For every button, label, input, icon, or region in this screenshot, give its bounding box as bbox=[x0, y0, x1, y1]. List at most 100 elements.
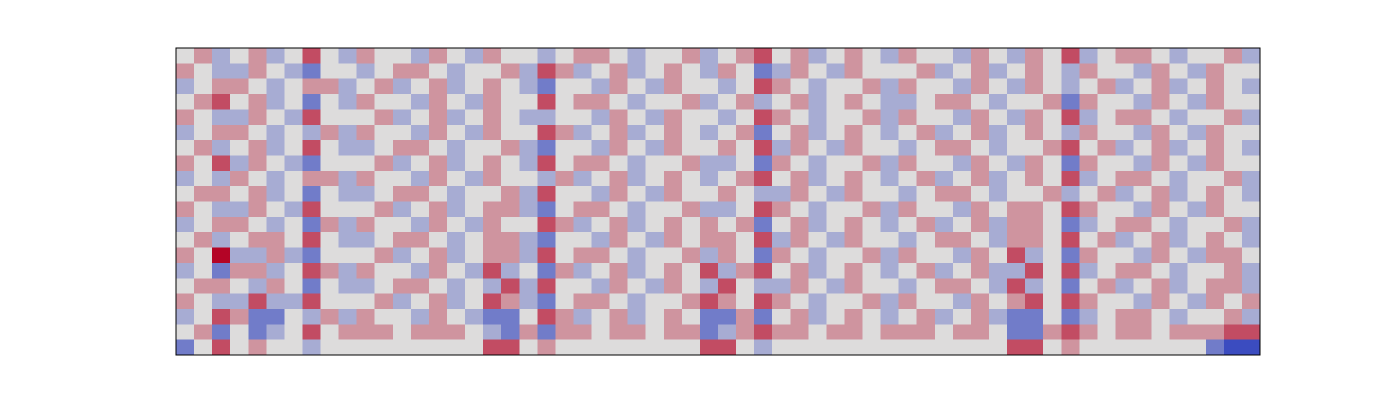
heatmap-cell bbox=[1223, 63, 1243, 80]
heatmap-cell bbox=[609, 140, 629, 156]
heatmap-cell bbox=[1241, 155, 1261, 172]
heatmap-cell bbox=[754, 140, 773, 156]
heatmap-cell bbox=[1097, 278, 1116, 295]
heatmap-cell bbox=[970, 155, 990, 172]
heatmap-cell bbox=[790, 247, 809, 264]
heatmap-cell bbox=[790, 278, 809, 295]
heatmap-cell bbox=[663, 293, 683, 310]
heatmap-cell bbox=[501, 201, 520, 218]
heatmap-cell bbox=[663, 63, 683, 80]
heatmap-cell bbox=[772, 339, 791, 356]
heatmap-cell bbox=[1187, 155, 1207, 172]
heatmap-cell bbox=[410, 109, 430, 126]
heatmap-cell bbox=[1187, 140, 1207, 156]
heatmap-cell bbox=[392, 48, 412, 64]
heatmap-cell bbox=[410, 247, 430, 264]
heatmap-cell bbox=[338, 201, 358, 218]
heatmap-cell bbox=[934, 140, 954, 156]
heatmap-cell bbox=[627, 155, 647, 172]
heatmap-cell bbox=[447, 216, 466, 233]
heatmap-cell bbox=[501, 262, 520, 279]
heatmap-cell bbox=[284, 94, 303, 110]
heatmap-cell bbox=[591, 201, 611, 218]
heatmap-cell bbox=[1097, 63, 1116, 80]
heatmap-cell bbox=[1007, 94, 1026, 110]
heatmap-cell bbox=[1151, 293, 1171, 310]
heatmap-cell bbox=[465, 293, 484, 310]
heatmap-cell bbox=[1025, 293, 1044, 310]
heatmap-cell bbox=[537, 109, 556, 126]
heatmap-cell bbox=[1169, 339, 1189, 356]
heatmap-cell bbox=[898, 155, 918, 172]
heatmap-cell bbox=[591, 232, 611, 249]
heatmap-cell bbox=[573, 48, 593, 64]
heatmap-cell bbox=[374, 63, 394, 80]
heatmap-cell bbox=[989, 78, 1008, 95]
heatmap-cell bbox=[1115, 293, 1135, 310]
heatmap-cell bbox=[772, 63, 791, 80]
heatmap-cell bbox=[555, 63, 574, 80]
heatmap-cell bbox=[356, 140, 376, 156]
heatmap-cell bbox=[989, 339, 1008, 356]
heatmap-cell bbox=[248, 216, 267, 233]
heatmap-cell bbox=[916, 247, 936, 264]
heatmap-cell bbox=[1187, 170, 1207, 187]
heatmap-cell bbox=[356, 78, 376, 95]
heatmap-cell bbox=[320, 140, 340, 156]
heatmap-cell bbox=[952, 278, 972, 295]
heatmap-cell bbox=[844, 109, 864, 126]
heatmap-cell bbox=[699, 278, 719, 295]
heatmap-cell bbox=[555, 124, 574, 141]
heatmap-cell bbox=[573, 293, 593, 310]
heatmap-cell bbox=[356, 216, 376, 233]
heatmap-cell bbox=[826, 124, 845, 141]
heatmap-cell bbox=[699, 186, 719, 202]
heatmap-cell bbox=[230, 94, 249, 110]
heatmap-cell bbox=[699, 232, 719, 249]
heatmap-cell bbox=[1061, 324, 1080, 341]
heatmap-cell bbox=[248, 48, 267, 64]
heatmap-cell bbox=[880, 278, 900, 295]
heatmap-cell bbox=[808, 109, 827, 126]
heatmap-cell bbox=[212, 94, 231, 110]
heatmap-cell bbox=[844, 232, 864, 249]
heatmap-cell bbox=[862, 278, 882, 295]
heatmap-cell bbox=[1169, 48, 1189, 64]
heatmap-cell bbox=[645, 78, 665, 95]
heatmap-cell bbox=[718, 124, 737, 141]
heatmap-cell bbox=[537, 278, 556, 295]
heatmap-cell bbox=[681, 324, 701, 341]
heatmap-cell bbox=[754, 339, 773, 356]
heatmap-cell bbox=[555, 324, 574, 341]
heatmap-cell bbox=[934, 78, 954, 95]
heatmap-cell bbox=[898, 109, 918, 126]
heatmap-cell bbox=[898, 94, 918, 110]
heatmap-cell bbox=[826, 216, 845, 233]
heatmap-cell bbox=[392, 232, 412, 249]
heatmap-cell bbox=[284, 109, 303, 126]
heatmap-cell bbox=[916, 155, 936, 172]
heatmap-cell bbox=[1151, 94, 1171, 110]
heatmap-cell bbox=[591, 324, 611, 341]
heatmap-cell bbox=[736, 48, 755, 64]
heatmap-cell bbox=[1025, 278, 1044, 295]
heatmap-cell bbox=[989, 170, 1008, 187]
heatmap-cell bbox=[591, 293, 611, 310]
heatmap-cell bbox=[284, 262, 303, 279]
heatmap-cell bbox=[1007, 48, 1026, 64]
heatmap-cell bbox=[1241, 170, 1261, 187]
heatmap-cell bbox=[591, 140, 611, 156]
heatmap-cell bbox=[772, 124, 791, 141]
heatmap-cell bbox=[1205, 278, 1225, 295]
heatmap-cell bbox=[410, 216, 430, 233]
heatmap-cell bbox=[1025, 140, 1044, 156]
heatmap-cell bbox=[1223, 216, 1243, 233]
heatmap-cell bbox=[952, 262, 972, 279]
heatmap-cell bbox=[808, 63, 827, 80]
heatmap-cell bbox=[1241, 324, 1261, 341]
heatmap-cell bbox=[736, 94, 755, 110]
heatmap-cell bbox=[1097, 324, 1116, 341]
heatmap-cell bbox=[176, 124, 195, 141]
heatmap-cell bbox=[989, 232, 1008, 249]
heatmap-cell bbox=[699, 339, 719, 356]
